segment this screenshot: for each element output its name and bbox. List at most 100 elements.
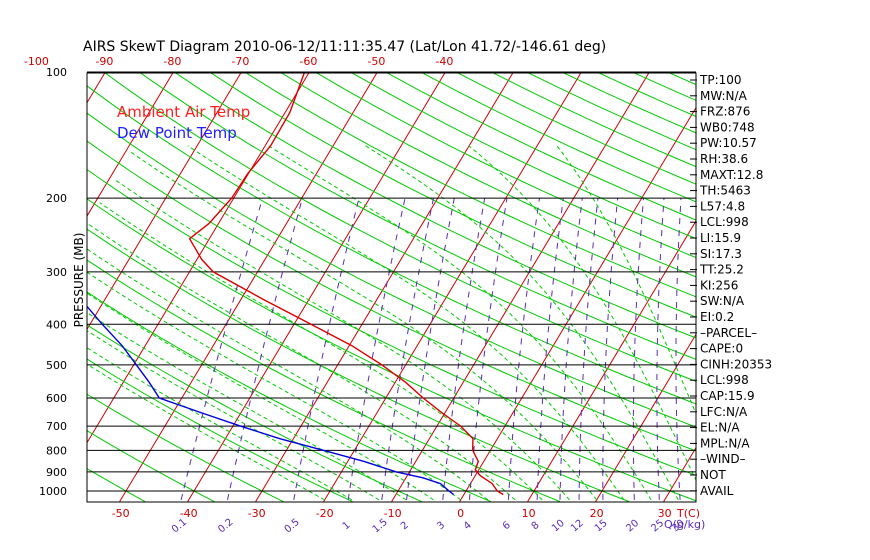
index-label: CINH:20353 <box>700 357 772 371</box>
bottom-temp-tick-label: -20 <box>316 507 334 520</box>
dry-adiabat-line <box>87 168 696 476</box>
top-temp-tick-label: -90 <box>95 55 113 68</box>
index-label: RH:38.6 <box>700 152 748 166</box>
mixing-ratio-label: 0.2 <box>216 517 235 536</box>
dry-adiabat-line <box>421 73 696 203</box>
mixing-ratio-line <box>347 197 406 500</box>
mixing-ratio-line <box>442 198 486 500</box>
plot-frame <box>86 72 697 503</box>
bottom-temp-tick-label: -30 <box>248 507 266 520</box>
isotherm-line <box>119 73 378 502</box>
mixing-ratio-label: 15 <box>593 518 610 535</box>
top-temp-tick-label: -60 <box>299 55 317 68</box>
isotherm-line <box>595 333 696 502</box>
isotherm-line <box>87 73 310 444</box>
index-label: MPL:N/A <box>700 436 750 450</box>
index-label: TH:5463 <box>699 184 751 198</box>
legend-air-temp: Ambient Air Temp <box>117 103 250 121</box>
dry-adiabat-line <box>210 73 696 318</box>
mixing-ratio-label: 20 <box>624 518 641 535</box>
index-label: LCL:998 <box>700 215 749 229</box>
top-temp-tick-label: -100 <box>24 55 49 68</box>
dry-adiabat-line <box>139 73 696 360</box>
pressure-tick-label: 800 <box>46 444 67 457</box>
mixing-ratio-line <box>469 198 508 500</box>
index-label: –PARCEL– <box>700 326 757 340</box>
index-label: KI:256 <box>700 278 738 292</box>
index-label: CAPE:0 <box>700 342 743 356</box>
moist-adiabat-line <box>87 223 516 501</box>
index-label: NOT <box>700 468 726 482</box>
index-label: LI:15.9 <box>700 231 741 245</box>
mixing-ratio-line <box>227 197 303 501</box>
index-label: CAP:15.9 <box>700 389 755 403</box>
isotherm-line <box>323 73 582 502</box>
index-label: WB0:748 <box>700 120 755 134</box>
index-label: LFC:N/A <box>700 405 748 419</box>
isotherm-line <box>87 73 174 217</box>
top-temp-tick-label: -80 <box>163 55 181 68</box>
bottom-temp-tick-label: -50 <box>112 507 130 520</box>
isotherm-line <box>0 63 43 502</box>
mixing-ratio-line <box>406 198 455 500</box>
isotherm-line <box>459 106 696 502</box>
bottom-temp-tick-label: 20 <box>590 507 604 520</box>
moist-adiabat-line <box>99 202 543 501</box>
pressure-tick-label: 500 <box>46 359 67 372</box>
dry-adiabat-line <box>245 73 696 298</box>
index-label: –WIND– <box>700 452 746 466</box>
moist-adiabat-line <box>87 271 462 501</box>
mixing-ratio-line <box>578 198 599 500</box>
mixing-ratio-line <box>559 198 583 500</box>
bottom-temp-tick-label: -40 <box>180 507 198 520</box>
dry-adiabat-line <box>0 72 76 502</box>
bottom-temp-tick-label: 10 <box>522 507 536 520</box>
index-label: EI:0.2 <box>700 310 734 324</box>
isotherm-line <box>87 73 242 331</box>
moist-adiabat-line <box>87 347 353 501</box>
temp-unit-label: T(C) <box>676 507 700 520</box>
dry-adiabat-line <box>386 73 696 221</box>
pressure-tick-label: 700 <box>46 420 67 433</box>
moist-adiabat-line <box>113 178 570 501</box>
index-label: MW:N/A <box>700 89 748 103</box>
mixing-ratio-label: 1 <box>341 520 353 533</box>
mixing-ratio-line <box>180 197 264 501</box>
pressure-tick-label: 300 <box>46 266 67 279</box>
isotherm-line <box>187 73 446 502</box>
mixing-ratio-line <box>536 198 564 500</box>
top-temp-tick-label: -70 <box>231 55 249 68</box>
top-temp-tick-label: -40 <box>435 55 453 68</box>
mixing-ratio-label: 10 <box>550 518 567 535</box>
isotherm-line <box>663 446 696 502</box>
moist-adiabat-line <box>87 248 489 501</box>
bottom-temp-tick-label: 0 <box>457 507 464 520</box>
pressure-tick-label: 1000 <box>39 485 67 498</box>
pressure-tick-label: 200 <box>46 192 67 205</box>
dry-adiabat-line <box>87 112 696 428</box>
temperature-profile-line <box>188 73 504 496</box>
moist-adiabat-line <box>87 363 325 501</box>
mixing-ratio-line <box>507 198 540 500</box>
top-temp-tick-label: -50 <box>367 55 385 68</box>
dry-adiabat-line <box>280 73 696 278</box>
index-label: TT:25.2 <box>699 263 744 277</box>
bottom-temp-tick-label: -10 <box>384 507 402 520</box>
mixing-ratio-line <box>632 198 644 500</box>
index-label: AVAIL <box>700 484 734 498</box>
index-label: EL:N/A <box>700 421 740 435</box>
moist-adiabat-line <box>365 145 679 501</box>
mixing-ratio-label: 6 <box>501 520 513 533</box>
dry-adiabat-line <box>668 73 696 86</box>
index-label: L57:4.8 <box>700 199 745 213</box>
legend-dew-point: Dew Point Temp <box>117 124 237 142</box>
mixing-ratio-unit-label: Q(g/kg) <box>664 518 705 531</box>
index-label: FRZ:876 <box>700 105 750 119</box>
moist-adiabat-line <box>468 145 696 482</box>
moist-adiabat-line <box>87 292 434 501</box>
dry-adiabat-line <box>315 73 696 259</box>
mixing-ratio-line <box>381 198 434 500</box>
dry-adiabat-line <box>87 85 696 405</box>
mixing-ratio-line <box>656 198 665 500</box>
